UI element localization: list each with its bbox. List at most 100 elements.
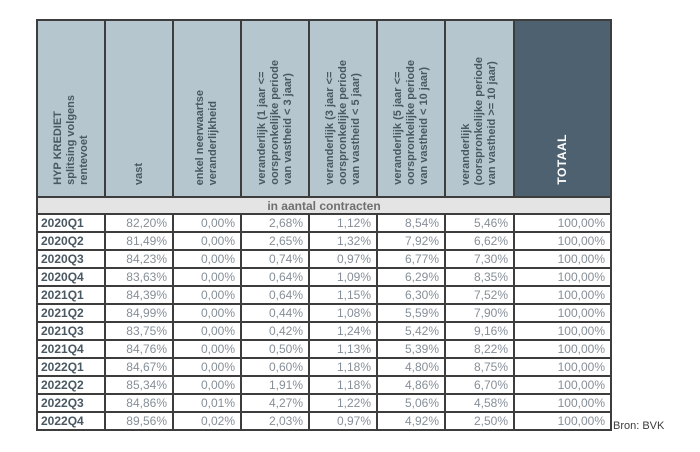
value-cell: 0,01%: [172, 393, 242, 413]
units-subheader: in aantal contracten: [36, 196, 612, 215]
value-cell: 1,18%: [308, 375, 378, 395]
column-header-totaal: TOTAAL: [513, 19, 612, 198]
value-cell: 83,75%: [104, 321, 174, 341]
value-cell: 100,00%: [513, 249, 612, 269]
value-cell: 1,15%: [308, 285, 378, 305]
value-cell: 100,00%: [513, 267, 612, 287]
row-label: 2020Q1: [36, 213, 106, 233]
value-cell: 1,22%: [308, 393, 378, 413]
value-cell: 2,68%: [240, 213, 310, 233]
table-row: 2022Q3 84,86% 0,01% 4,27% 1,22% 5,06% 4,58% 100…: [36, 393, 612, 413]
value-cell: 5,39%: [376, 339, 446, 359]
row-label: 2022Q3: [36, 393, 106, 413]
row-label: 2021Q2: [36, 303, 106, 323]
value-cell: 8,54%: [376, 213, 446, 233]
table-row: 2021Q4 84,76% 0,00% 0,50% 1,13% 5,39% 8,22% 100…: [36, 339, 612, 359]
value-cell: 0,42%: [240, 321, 310, 341]
value-cell: 0,00%: [172, 285, 242, 305]
value-cell: 100,00%: [513, 393, 612, 413]
value-cell: 8,35%: [444, 267, 515, 287]
value-cell: 6,70%: [444, 375, 515, 395]
value-cell: 1,13%: [308, 339, 378, 359]
value-cell: 100,00%: [513, 303, 612, 323]
value-cell: 1,32%: [308, 231, 378, 251]
value-cell: 100,00%: [513, 321, 612, 341]
value-cell: 100,00%: [513, 213, 612, 233]
value-cell: 0,00%: [172, 213, 242, 233]
column-header-title: HYP KREDIET splitsing volgens rentevoet: [36, 19, 106, 198]
source-note: Bron: BVK: [613, 420, 665, 432]
value-cell: 100,00%: [513, 231, 612, 251]
value-cell: 5,06%: [376, 393, 446, 413]
column-header-label: HYP KREDIET splitsing volgens rentevoet: [51, 95, 90, 185]
value-cell: 0,74%: [240, 249, 310, 269]
value-cell: 84,39%: [104, 285, 174, 305]
column-header-veranderlijk-10plus-jaar: veranderlijk (oorspronkelijke periode va…: [444, 19, 515, 198]
value-cell: 82,20%: [104, 213, 174, 233]
value-cell: 83,63%: [104, 267, 174, 287]
row-label: 2021Q1: [36, 285, 106, 305]
value-cell: 7,92%: [376, 231, 446, 251]
table-header-row: HYP KREDIET splitsing volgens rentevoet …: [36, 19, 612, 198]
table-row: 2022Q4 89,56% 0,02% 2,03% 0,97% 4,92% 2,50% 100…: [36, 411, 612, 431]
table-row: 2022Q2 85,34% 0,00% 1,91% 1,18% 4,86% 6,70% 100…: [36, 375, 612, 395]
value-cell: 0,00%: [172, 231, 242, 251]
value-cell: 0,64%: [240, 285, 310, 305]
value-cell: 0,50%: [240, 339, 310, 359]
row-label: 2022Q2: [36, 375, 106, 395]
column-header-label: veranderlijk (5 jaar <= oorspronkelijke …: [391, 60, 430, 185]
value-cell: 0,60%: [240, 357, 310, 377]
value-cell: 81,49%: [104, 231, 174, 251]
value-cell: 100,00%: [513, 285, 612, 305]
value-cell: 84,23%: [104, 249, 174, 269]
value-cell: 7,52%: [444, 285, 515, 305]
table-row: 2020Q3 84,23% 0,00% 0,74% 0,97% 6,77% 7,30% 100…: [36, 249, 612, 269]
column-header-veranderlijk-5-10jaar: veranderlijk (5 jaar <= oorspronkelijke …: [376, 19, 446, 198]
value-cell: 84,67%: [104, 357, 174, 377]
value-cell: 7,30%: [444, 249, 515, 269]
column-header-label: veranderlijk (oorspronkelijke periode va…: [460, 56, 498, 185]
value-cell: 84,86%: [104, 393, 174, 413]
units-subheader-row: in aantal contracten: [36, 196, 612, 215]
value-cell: 2,65%: [240, 231, 310, 251]
value-cell: 100,00%: [513, 411, 612, 431]
value-cell: 6,77%: [376, 249, 446, 269]
table-row: 2020Q2 81,49% 0,00% 2,65% 1,32% 7,92% 6,62% 100…: [36, 231, 612, 251]
value-cell: 7,90%: [444, 303, 515, 323]
value-cell: 1,09%: [308, 267, 378, 287]
value-cell: 1,24%: [308, 321, 378, 341]
value-cell: 5,46%: [444, 213, 515, 233]
value-cell: 0,00%: [172, 339, 242, 359]
value-cell: 0,44%: [240, 303, 310, 323]
value-cell: 4,27%: [240, 393, 310, 413]
value-cell: 1,12%: [308, 213, 378, 233]
value-cell: 84,99%: [104, 303, 174, 323]
value-cell: 4,80%: [376, 357, 446, 377]
row-label: 2020Q3: [36, 249, 106, 269]
value-cell: 0,00%: [172, 267, 242, 287]
value-cell: 0,97%: [308, 411, 378, 431]
table-row: 2021Q2 84,99% 0,00% 0,44% 1,08% 5,59% 7,90% 100…: [36, 303, 612, 323]
value-cell: 0,00%: [172, 375, 242, 395]
column-header-label: TOTAAL: [555, 134, 569, 185]
value-cell: 0,00%: [172, 303, 242, 323]
value-cell: 1,08%: [308, 303, 378, 323]
value-cell: 5,59%: [376, 303, 446, 323]
row-label: 2022Q4: [36, 411, 106, 431]
table-row: 2021Q1 84,39% 0,00% 0,64% 1,15% 6,30% 7,52% 100…: [36, 285, 612, 305]
value-cell: 84,76%: [104, 339, 174, 359]
value-cell: 100,00%: [513, 357, 612, 377]
value-cell: 100,00%: [513, 339, 612, 359]
row-label: 2022Q1: [36, 357, 106, 377]
value-cell: 4,92%: [376, 411, 446, 431]
value-cell: 0,00%: [172, 249, 242, 269]
column-header-veranderlijk-3-5jaar: veranderlijk (3 jaar <= oorspronkelijke …: [308, 19, 378, 198]
value-cell: 5,42%: [376, 321, 446, 341]
row-label: 2020Q2: [36, 231, 106, 251]
row-label: 2020Q4: [36, 267, 106, 287]
value-cell: 8,75%: [444, 357, 515, 377]
value-cell: 1,18%: [308, 357, 378, 377]
hyp-krediet-table: HYP KREDIET splitsing volgens rentevoet …: [36, 19, 612, 431]
value-cell: 8,22%: [444, 339, 515, 359]
column-header-enkel-neerwaartse: enkel neerwaartse veranderlijkheid: [172, 19, 242, 198]
